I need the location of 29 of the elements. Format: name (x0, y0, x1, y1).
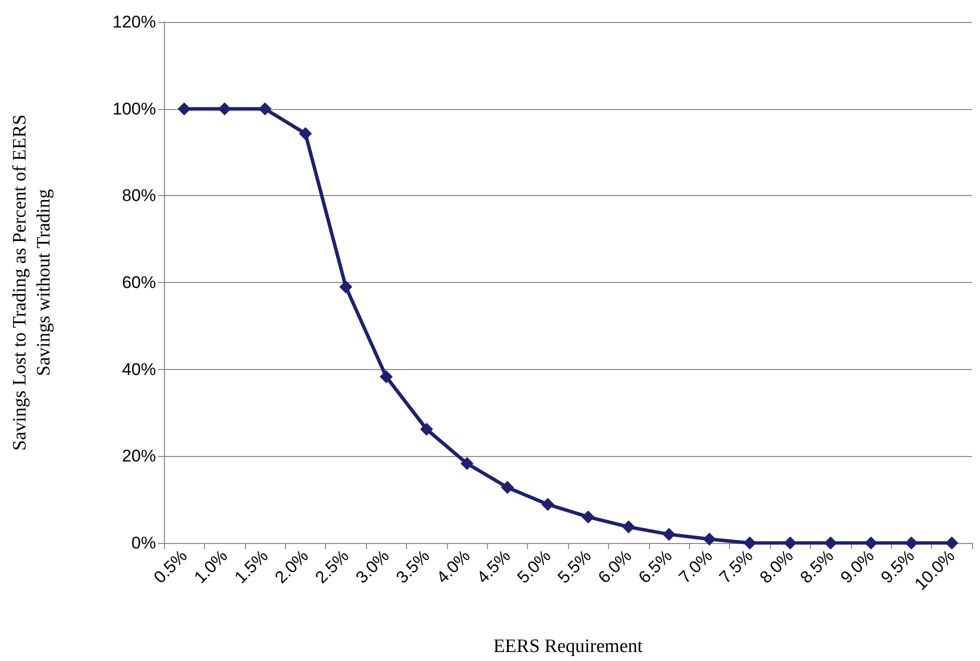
point (702, 532, 716, 546)
point (743, 536, 756, 550)
point (420, 422, 434, 436)
point (904, 536, 918, 550)
point (258, 102, 272, 116)
point (864, 536, 878, 550)
point (500, 480, 514, 494)
y-tick-label: 120% (112, 12, 156, 32)
y-tick-label: 80% (122, 186, 156, 206)
point (298, 127, 312, 140)
point (784, 536, 797, 550)
point (824, 536, 838, 550)
y-tick-label: 40% (122, 360, 156, 379)
point (460, 457, 474, 470)
point (178, 102, 191, 116)
y-tick-label: 60% (122, 273, 156, 292)
point (218, 102, 232, 116)
y-tick-label: 20% (122, 446, 156, 466)
point (541, 498, 554, 511)
y-tick-label: 100% (112, 99, 156, 118)
point (582, 510, 595, 524)
point (662, 528, 676, 541)
point (622, 520, 636, 534)
x-axis-title: EERS Requirement (493, 636, 644, 657)
point (945, 536, 958, 550)
point (380, 370, 393, 384)
y-tick-label: 0% (131, 534, 156, 552)
point (339, 280, 352, 294)
y-axis-title: Savings Lost to Trading as Percent of EERS Savings without Trading (10, 114, 54, 451)
